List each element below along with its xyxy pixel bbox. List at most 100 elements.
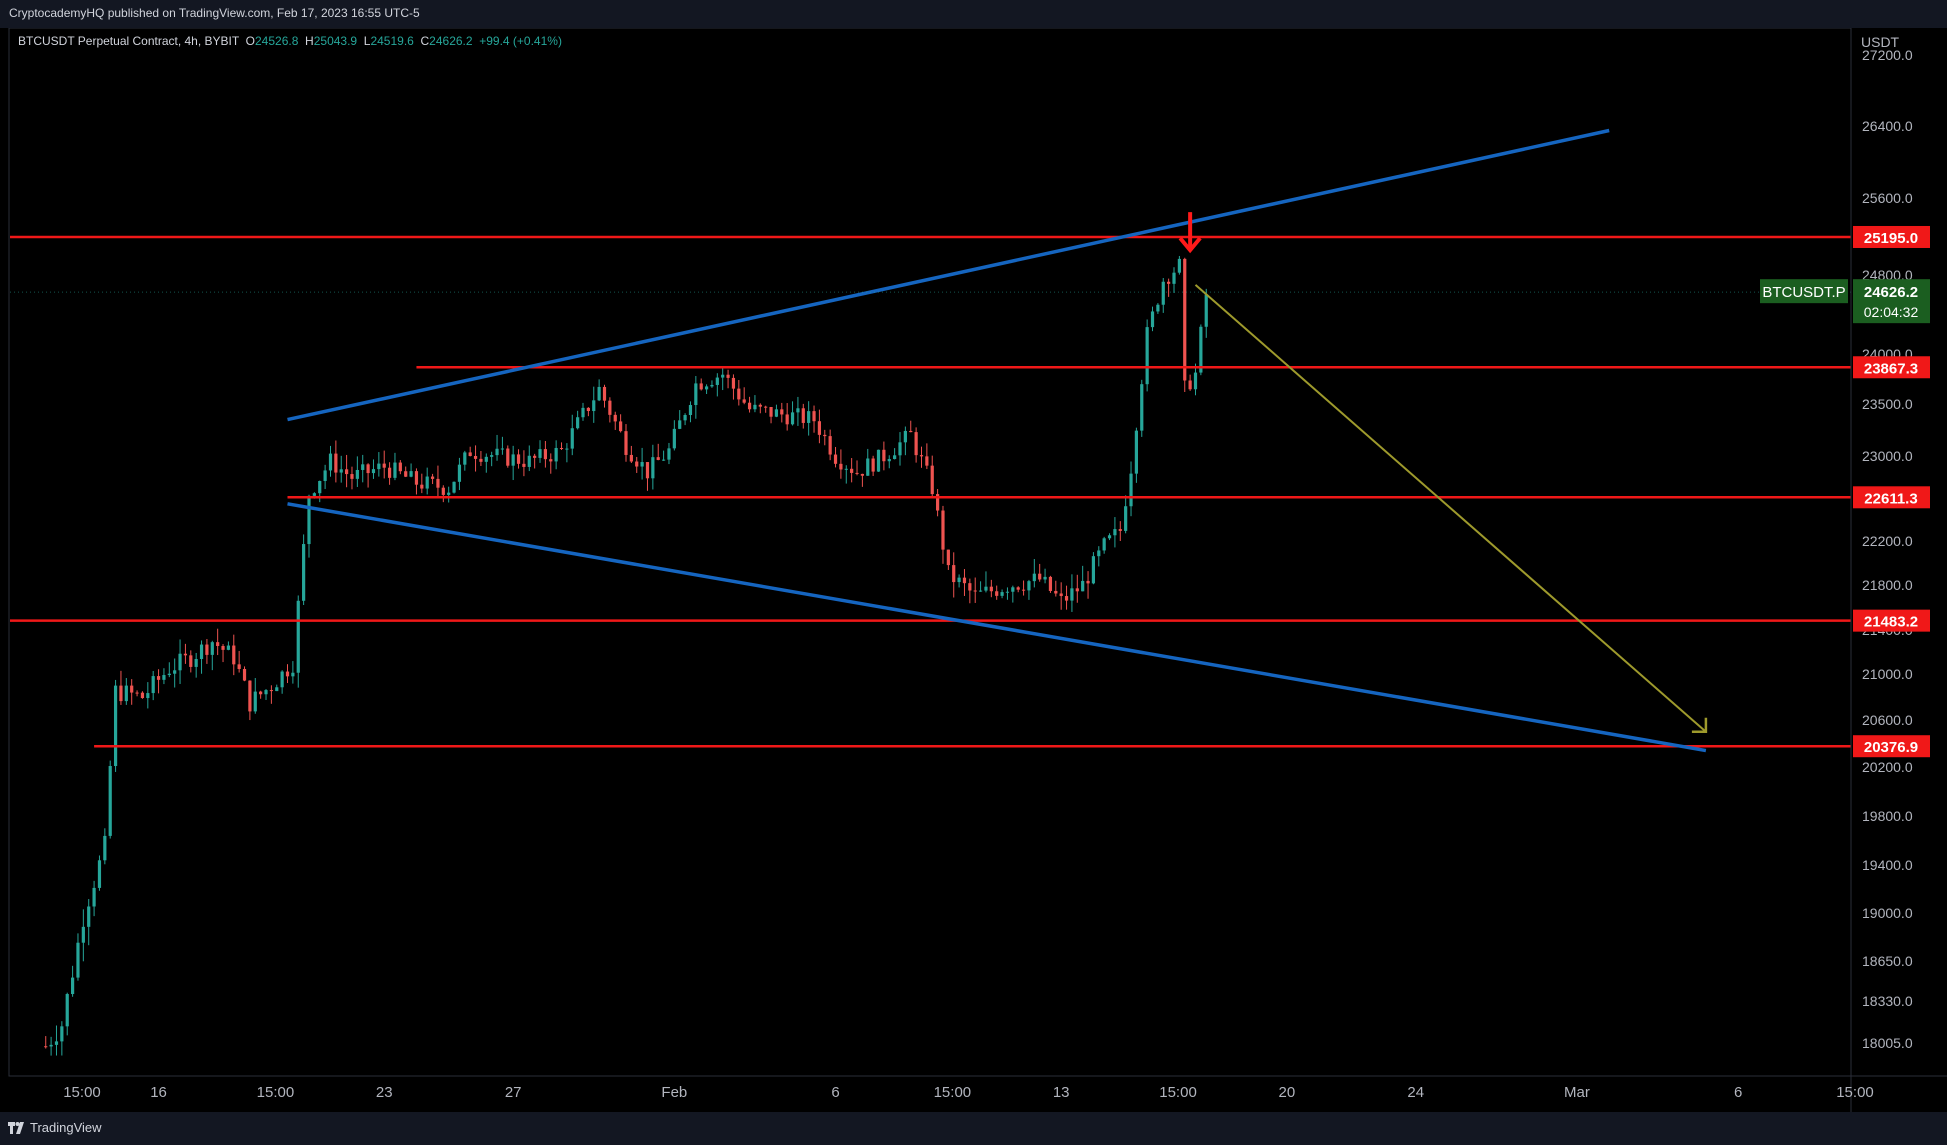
x-tick-label: 13 [1053, 1084, 1070, 1101]
candle [554, 440, 558, 470]
candle [925, 443, 929, 470]
candle [1204, 288, 1208, 338]
candle [1107, 533, 1112, 541]
candle [909, 420, 913, 433]
candle [978, 581, 983, 592]
candle [828, 429, 832, 461]
candle [764, 405, 768, 413]
candle [371, 459, 376, 479]
candle [323, 464, 327, 490]
level-badge: 23867.3 [1853, 356, 1930, 379]
publish-info: CryptocademyHQ published on TradingView.… [9, 6, 420, 20]
support-resistance-levels [10, 235, 1851, 748]
candle [221, 644, 225, 663]
candle [135, 690, 139, 697]
candle [1032, 558, 1036, 588]
candle [1193, 363, 1198, 396]
candle [60, 1021, 64, 1056]
candle [973, 577, 977, 603]
candle [146, 682, 150, 709]
candle [97, 855, 102, 891]
candle [226, 641, 231, 651]
candle [844, 465, 848, 484]
candle [914, 427, 918, 463]
candle [704, 384, 709, 394]
candle [533, 453, 537, 469]
candle [1081, 565, 1085, 592]
y-tick-label: 24800.0 [1862, 267, 1913, 283]
candle [463, 450, 467, 471]
candle [672, 420, 676, 451]
level-badge: 25195.0 [1853, 225, 1930, 248]
svg-text:21483.2: 21483.2 [1864, 614, 1918, 631]
price-axis[interactable]: USDT27200.026400.025600.024800.024000.02… [1861, 34, 1913, 1051]
candle [882, 441, 886, 471]
candle [1016, 586, 1020, 593]
candle [452, 481, 456, 494]
candle [1005, 587, 1010, 600]
candle [742, 387, 746, 405]
candle [210, 640, 214, 671]
svg-text:22611.3: 22611.3 [1864, 490, 1917, 507]
candle [54, 1025, 59, 1056]
candle [817, 409, 822, 444]
time-axis[interactable]: 15:00 16 15:00 23 27 Feb 6 15:00 13 15:00 20 24 Mar 6… [63, 1084, 1874, 1101]
candle [651, 444, 655, 490]
candle [1134, 427, 1138, 483]
x-tick-label: 15:00 [257, 1084, 295, 1101]
trendline-lower[interactable] [287, 502, 1707, 753]
candle [108, 760, 112, 839]
x-tick-label: 16 [150, 1084, 167, 1101]
candle [119, 670, 123, 705]
tradingview-logo[interactable]: TradingView [8, 1120, 102, 1135]
y-tick-label: 26400.0 [1862, 118, 1913, 134]
last-price-badge: 24626.2 02:04:32 [1853, 279, 1930, 324]
candle [774, 404, 779, 418]
candle [377, 452, 381, 477]
candle [968, 578, 972, 604]
candle [995, 585, 999, 600]
y-tick-label: 19000.0 [1862, 905, 1913, 921]
candle [1145, 319, 1149, 392]
candle [1091, 552, 1096, 585]
candle [216, 628, 220, 656]
svg-text:BTCUSDT.P: BTCUSDT.P [1762, 284, 1845, 301]
candle [1161, 278, 1165, 313]
footer-bar: TradingView [0, 1112, 1947, 1145]
candle [619, 414, 623, 433]
candle [1113, 517, 1117, 548]
candle [194, 652, 198, 678]
candle [366, 463, 370, 488]
projection-arrow[interactable] [1194, 284, 1707, 733]
candle [484, 453, 488, 473]
symbol-badge: BTCUSDT.P [1760, 279, 1848, 304]
y-tick-label: 23500.0 [1862, 396, 1913, 412]
candle [1183, 257, 1187, 393]
candle [409, 463, 413, 478]
candle [425, 467, 429, 495]
candle [1059, 582, 1063, 610]
candle [361, 454, 365, 483]
trendlines [287, 128, 1707, 753]
candle [597, 379, 601, 402]
candle [350, 466, 354, 490]
trendline-upper[interactable] [287, 128, 1610, 422]
candle [1118, 521, 1122, 541]
candle [941, 505, 945, 564]
svg-text:25195.0: 25195.0 [1864, 230, 1918, 247]
candle [447, 486, 451, 503]
candle [205, 639, 209, 664]
candle [747, 396, 752, 413]
x-tick-label: 24 [1407, 1084, 1424, 1101]
candle [307, 494, 311, 558]
y-tick-label: 27200.0 [1862, 47, 1913, 63]
candle [140, 691, 145, 699]
price-badges: 25195.0 23867.3 22611.3 21483.2 20376.9 BTCUS… [1760, 225, 1930, 758]
candle [538, 440, 542, 463]
candle [167, 662, 171, 678]
candle [629, 445, 633, 463]
candle [393, 452, 397, 481]
candle [269, 685, 273, 704]
y-tick-label: 18005.0 [1862, 1035, 1913, 1051]
